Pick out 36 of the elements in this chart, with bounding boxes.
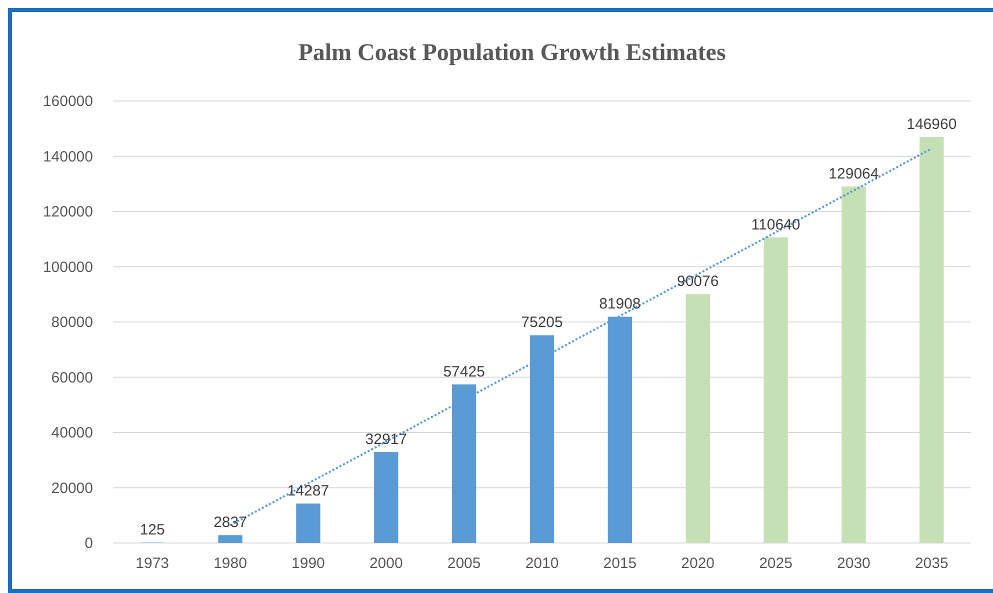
x-tick-label: 2005 bbox=[447, 555, 481, 572]
bar bbox=[686, 294, 710, 543]
y-tick-label: 80000 bbox=[51, 314, 93, 331]
data-label: 57425 bbox=[443, 363, 485, 380]
bar bbox=[218, 535, 242, 543]
y-tick-label: 20000 bbox=[51, 480, 93, 497]
x-tick-label: 2000 bbox=[369, 555, 403, 572]
y-tick-label: 0 bbox=[84, 535, 93, 552]
data-label: 129064 bbox=[828, 165, 879, 182]
x-tick-label: 2015 bbox=[603, 555, 637, 572]
x-tick-label: 1973 bbox=[136, 555, 170, 572]
x-tick-label: 2025 bbox=[759, 555, 792, 572]
data-label: 14287 bbox=[287, 482, 330, 500]
x-tick-label: 2010 bbox=[525, 555, 559, 572]
data-label: 81908 bbox=[599, 296, 641, 313]
bar bbox=[842, 186, 866, 543]
x-tick-label: 2030 bbox=[837, 555, 870, 572]
data-label: 125 bbox=[140, 522, 165, 539]
x-tick-label: 1980 bbox=[214, 555, 247, 572]
y-tick-label: 120000 bbox=[42, 204, 93, 220]
data-label: 146960 bbox=[906, 116, 957, 134]
x-tick-label: 2035 bbox=[914, 555, 948, 572]
data-label: 75205 bbox=[521, 314, 563, 332]
y-tick-label: 160000 bbox=[42, 93, 93, 110]
y-tick-label: 40000 bbox=[51, 424, 93, 442]
y-tick-label: 140000 bbox=[42, 148, 93, 166]
data-label: 2837 bbox=[214, 514, 247, 532]
bar bbox=[374, 452, 398, 543]
x-tick-label: 1990 bbox=[292, 555, 325, 572]
x-tick-label: 2020 bbox=[681, 555, 715, 572]
y-tick-label: 60000 bbox=[51, 369, 93, 386]
y-tick-label: 100000 bbox=[42, 258, 93, 276]
bar bbox=[296, 504, 320, 543]
bar bbox=[764, 237, 788, 543]
chart-title: Palm Coast Population Growth Estimates bbox=[298, 40, 726, 66]
bar bbox=[920, 137, 944, 543]
